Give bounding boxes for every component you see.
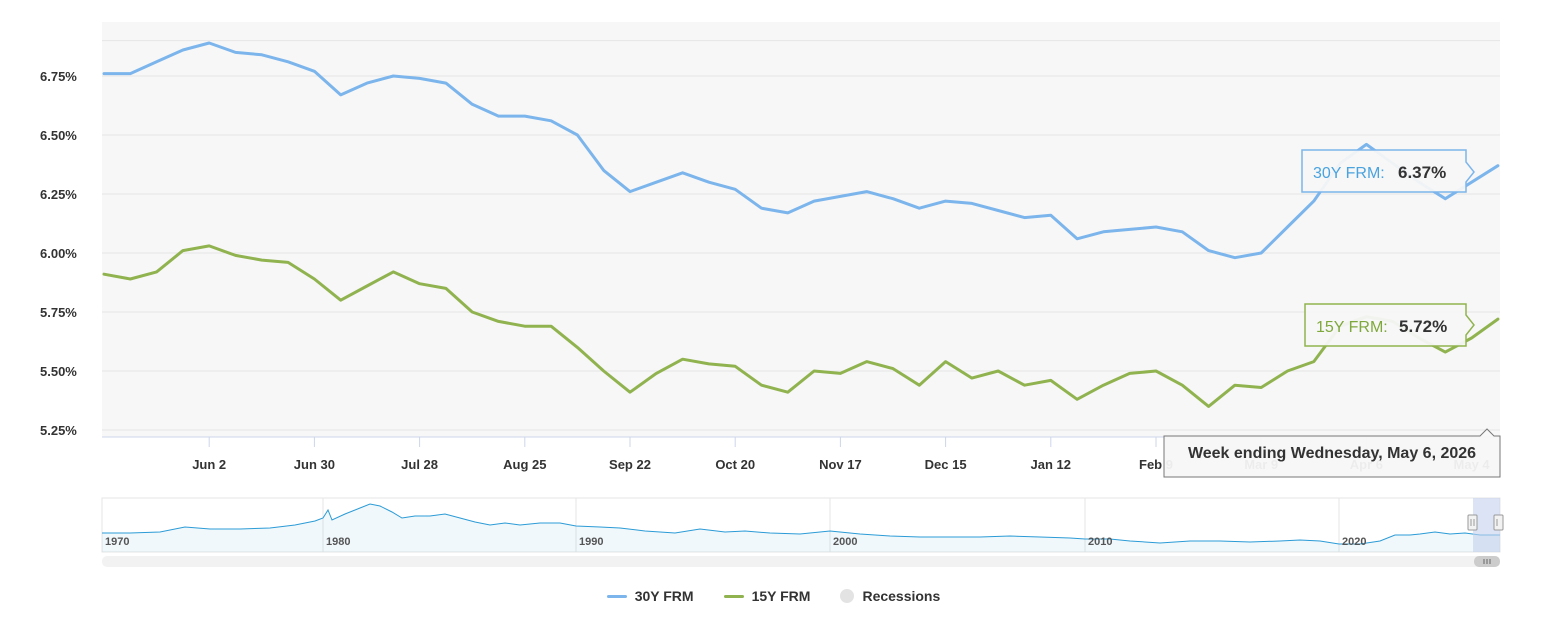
date-tooltip-text: Week ending Wednesday, May 6, 2026 xyxy=(1188,445,1476,462)
chart-legend: 30Y FRM 15Y FRM Recessions xyxy=(0,588,1547,604)
legend-item-30y[interactable]: 30Y FRM xyxy=(606,588,694,604)
navigator-gridlines xyxy=(101,498,1340,552)
date-tooltip: Week ending Wednesday, May 6, 2026 xyxy=(1163,428,1501,478)
tooltip-15y: 15Y FRM: 5.72% xyxy=(1304,303,1475,347)
navigator-year-label: 2020 xyxy=(1342,536,1366,548)
navigator-left-handle[interactable] xyxy=(1467,514,1478,531)
mortgage-rate-chart[interactable]: 5.25% 5.50% 5.75% 6.00% 6.25% 6.50% 6.75% Jun … xyxy=(0,0,1547,580)
tooltip-15y-label: 15Y FRM: xyxy=(1316,319,1388,336)
series-30y-line[interactable] xyxy=(102,41,1500,260)
y-axis-labels: 5.25% 5.50% 5.75% 6.00% 6.25% 6.50% 6.75% xyxy=(40,69,77,438)
legend-30y-swatch xyxy=(606,594,627,598)
navigator-year-label: 1970 xyxy=(105,536,129,548)
y-tick-label: 6.50% xyxy=(40,128,77,143)
tooltip-15y-box xyxy=(1304,303,1475,347)
y-tick-label: 5.50% xyxy=(40,364,77,379)
legend-item-15y[interactable]: 15Y FRM xyxy=(723,588,811,604)
navigator-background xyxy=(101,497,1501,553)
legend-15y-label: 15Y FRM xyxy=(751,588,811,604)
tooltip-15y-value: 5.72% xyxy=(1399,317,1447,336)
navigator-year-label: 2010 xyxy=(1088,536,1112,548)
y-tick-label: 6.25% xyxy=(40,187,77,202)
navigator-year-label: 1990 xyxy=(579,536,603,548)
plot-area[interactable] xyxy=(102,22,1500,437)
legend-15y-swatch xyxy=(723,594,744,598)
legend-recessions-swatch xyxy=(840,589,855,603)
x-tick-label: Jan 12 xyxy=(1031,457,1071,472)
legend-item-recessions[interactable]: Recessions xyxy=(840,588,940,604)
y-tick-label: 6.75% xyxy=(40,69,77,84)
tooltip-30y-label: 30Y FRM: xyxy=(1313,165,1385,182)
navigator-year-label: 2000 xyxy=(833,536,857,548)
x-tick-label: Nov 17 xyxy=(819,457,862,472)
series-layer xyxy=(102,41,1500,408)
legend-30y-label: 30Y FRM xyxy=(634,588,694,604)
date-tooltip-box xyxy=(1163,428,1501,478)
x-tick-label: Jun 2 xyxy=(192,457,226,472)
navigator-scrollbar-track[interactable] xyxy=(102,556,1500,567)
tooltip-30y-value: 6.37% xyxy=(1398,163,1446,182)
gridlines xyxy=(102,40,1500,431)
navigator-line xyxy=(102,503,1500,545)
tooltip-30y: 30Y FRM: 6.37% xyxy=(1301,149,1475,193)
x-tick-label: Oct 20 xyxy=(715,457,755,472)
x-tick-label: Jun 30 xyxy=(294,457,335,472)
navigator-year-labels: 1970 1980 1990 2000 2010 2020 xyxy=(105,536,1366,548)
y-tick-label: 6.00% xyxy=(40,246,77,261)
legend-recessions-label: Recessions xyxy=(862,588,941,604)
navigator-year-label: 1980 xyxy=(326,536,350,548)
series-15y-line[interactable] xyxy=(102,244,1500,408)
navigator-scrollbar-thumb[interactable] xyxy=(1474,556,1500,567)
tooltip-30y-box xyxy=(1301,149,1475,193)
navigator[interactable]: 1970 1980 1990 2000 2010 2020 xyxy=(101,497,1504,567)
navigator-right-handle[interactable] xyxy=(1493,514,1504,531)
x-tick-label: Jul 28 xyxy=(401,457,438,472)
x-tick-label: Dec 15 xyxy=(925,457,967,472)
y-tick-label: 5.75% xyxy=(40,305,77,320)
x-tick-label: Aug 25 xyxy=(503,457,546,472)
y-tick-label: 5.25% xyxy=(40,423,77,438)
x-tick-label: Sep 22 xyxy=(609,457,651,472)
